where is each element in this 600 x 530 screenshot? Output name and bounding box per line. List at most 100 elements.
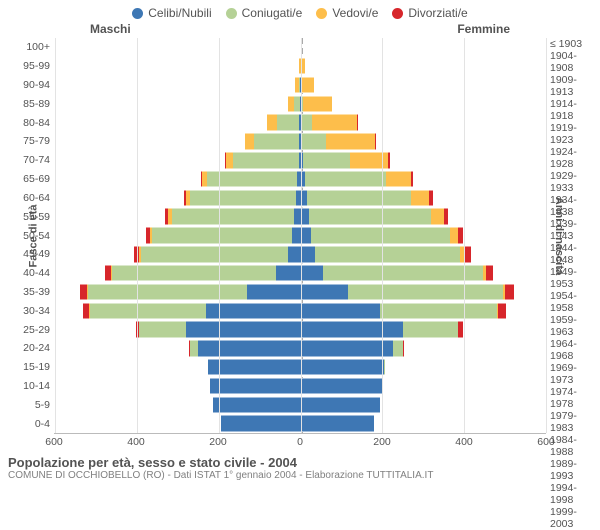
- x-tick-label: 400: [455, 436, 473, 448]
- segment: [450, 227, 458, 244]
- segment: [431, 208, 443, 225]
- female-half: [301, 170, 547, 189]
- gridline: [137, 38, 138, 433]
- segment: [312, 114, 357, 131]
- age-label: 15-19: [0, 358, 50, 377]
- bar: [55, 39, 301, 56]
- segment: [458, 321, 462, 338]
- age-label: 50-54: [0, 226, 50, 245]
- segment: [301, 284, 348, 301]
- female-half: [301, 358, 547, 377]
- x-tick-label: 600: [45, 436, 63, 448]
- segment: [292, 227, 301, 244]
- age-label: 25-29: [0, 320, 50, 339]
- legend-item-3: Divorziati/e: [392, 6, 467, 20]
- header-female: Femmine: [457, 22, 510, 36]
- segment: [307, 190, 411, 207]
- gridline: [301, 38, 302, 433]
- segment: [267, 114, 277, 131]
- birth-label: 1984-1988: [550, 434, 600, 458]
- male-half: [55, 320, 301, 339]
- segment: [505, 284, 514, 301]
- age-label: 45-49: [0, 245, 50, 264]
- male-half: [55, 245, 301, 264]
- bar: [55, 190, 301, 207]
- bar: [301, 378, 547, 395]
- age-label: 55-59: [0, 207, 50, 226]
- segment: [458, 227, 463, 244]
- bar: [55, 227, 301, 244]
- segment: [403, 340, 404, 357]
- legend-swatch: [392, 8, 403, 19]
- header-male: Maschi: [90, 22, 131, 36]
- x-tick-label: 600: [537, 436, 555, 448]
- male-half: [55, 38, 301, 57]
- bar: [55, 378, 301, 395]
- birth-label: ≤ 1903: [550, 38, 600, 50]
- x-tick-label: 400: [127, 436, 145, 448]
- bar: [55, 415, 301, 432]
- age-label: 20-24: [0, 339, 50, 358]
- bar: [55, 284, 301, 301]
- bar: [301, 96, 547, 113]
- birth-label: 1999-2003: [550, 506, 600, 530]
- segment: [90, 303, 207, 320]
- birth-label: 1974-1978: [550, 386, 600, 410]
- segment: [213, 397, 301, 414]
- male-half: [55, 94, 301, 113]
- segment: [375, 133, 376, 150]
- age-label: 60-64: [0, 189, 50, 208]
- age-label: 5-9: [0, 395, 50, 414]
- segment: [152, 227, 291, 244]
- female-half: [301, 301, 547, 320]
- segment: [141, 246, 288, 263]
- female-half: [301, 320, 547, 339]
- female-half: [301, 339, 547, 358]
- population-pyramid-chart: Celibi/NubiliConiugati/eVedovi/eDivorzia…: [0, 0, 600, 500]
- segment: [311, 227, 450, 244]
- bar: [301, 303, 547, 320]
- male-half: [55, 132, 301, 151]
- legend-swatch: [226, 8, 237, 19]
- segment: [348, 284, 503, 301]
- segment: [380, 303, 497, 320]
- segment: [309, 208, 432, 225]
- birth-label: 1929-1933: [550, 170, 600, 194]
- segment: [190, 190, 296, 207]
- bar: [55, 246, 301, 263]
- bar: [301, 58, 547, 75]
- segment: [301, 359, 385, 376]
- bar: [301, 152, 547, 169]
- bar: [301, 133, 547, 150]
- age-label: 100+: [0, 38, 50, 57]
- age-label: 65-69: [0, 170, 50, 189]
- bar: [55, 171, 301, 188]
- y-right-title: Anni di nascita: [553, 196, 565, 274]
- birth-label: 1979-1983: [550, 410, 600, 434]
- footer: Popolazione per età, sesso e stato civil…: [0, 451, 600, 481]
- segment: [88, 284, 248, 301]
- segment: [323, 265, 483, 282]
- segment: [386, 171, 411, 188]
- bar: [55, 303, 301, 320]
- segment: [221, 415, 301, 432]
- bar: [301, 246, 547, 263]
- bar: [55, 77, 301, 94]
- male-half: [55, 226, 301, 245]
- segment: [208, 359, 300, 376]
- segment: [276, 265, 301, 282]
- bar: [55, 321, 301, 338]
- bar: [301, 265, 547, 282]
- legend-label: Divorziati/e: [408, 6, 467, 20]
- legend-label: Vedovi/e: [332, 6, 378, 20]
- birth-label: 1954-1958: [550, 290, 600, 314]
- age-label: 0-4: [0, 414, 50, 433]
- age-label: 30-34: [0, 301, 50, 320]
- female-half: [301, 38, 547, 57]
- segment: [301, 246, 315, 263]
- segment: [303, 96, 332, 113]
- segment: [301, 321, 403, 338]
- segment: [190, 340, 198, 357]
- segment: [486, 265, 493, 282]
- male-half: [55, 395, 301, 414]
